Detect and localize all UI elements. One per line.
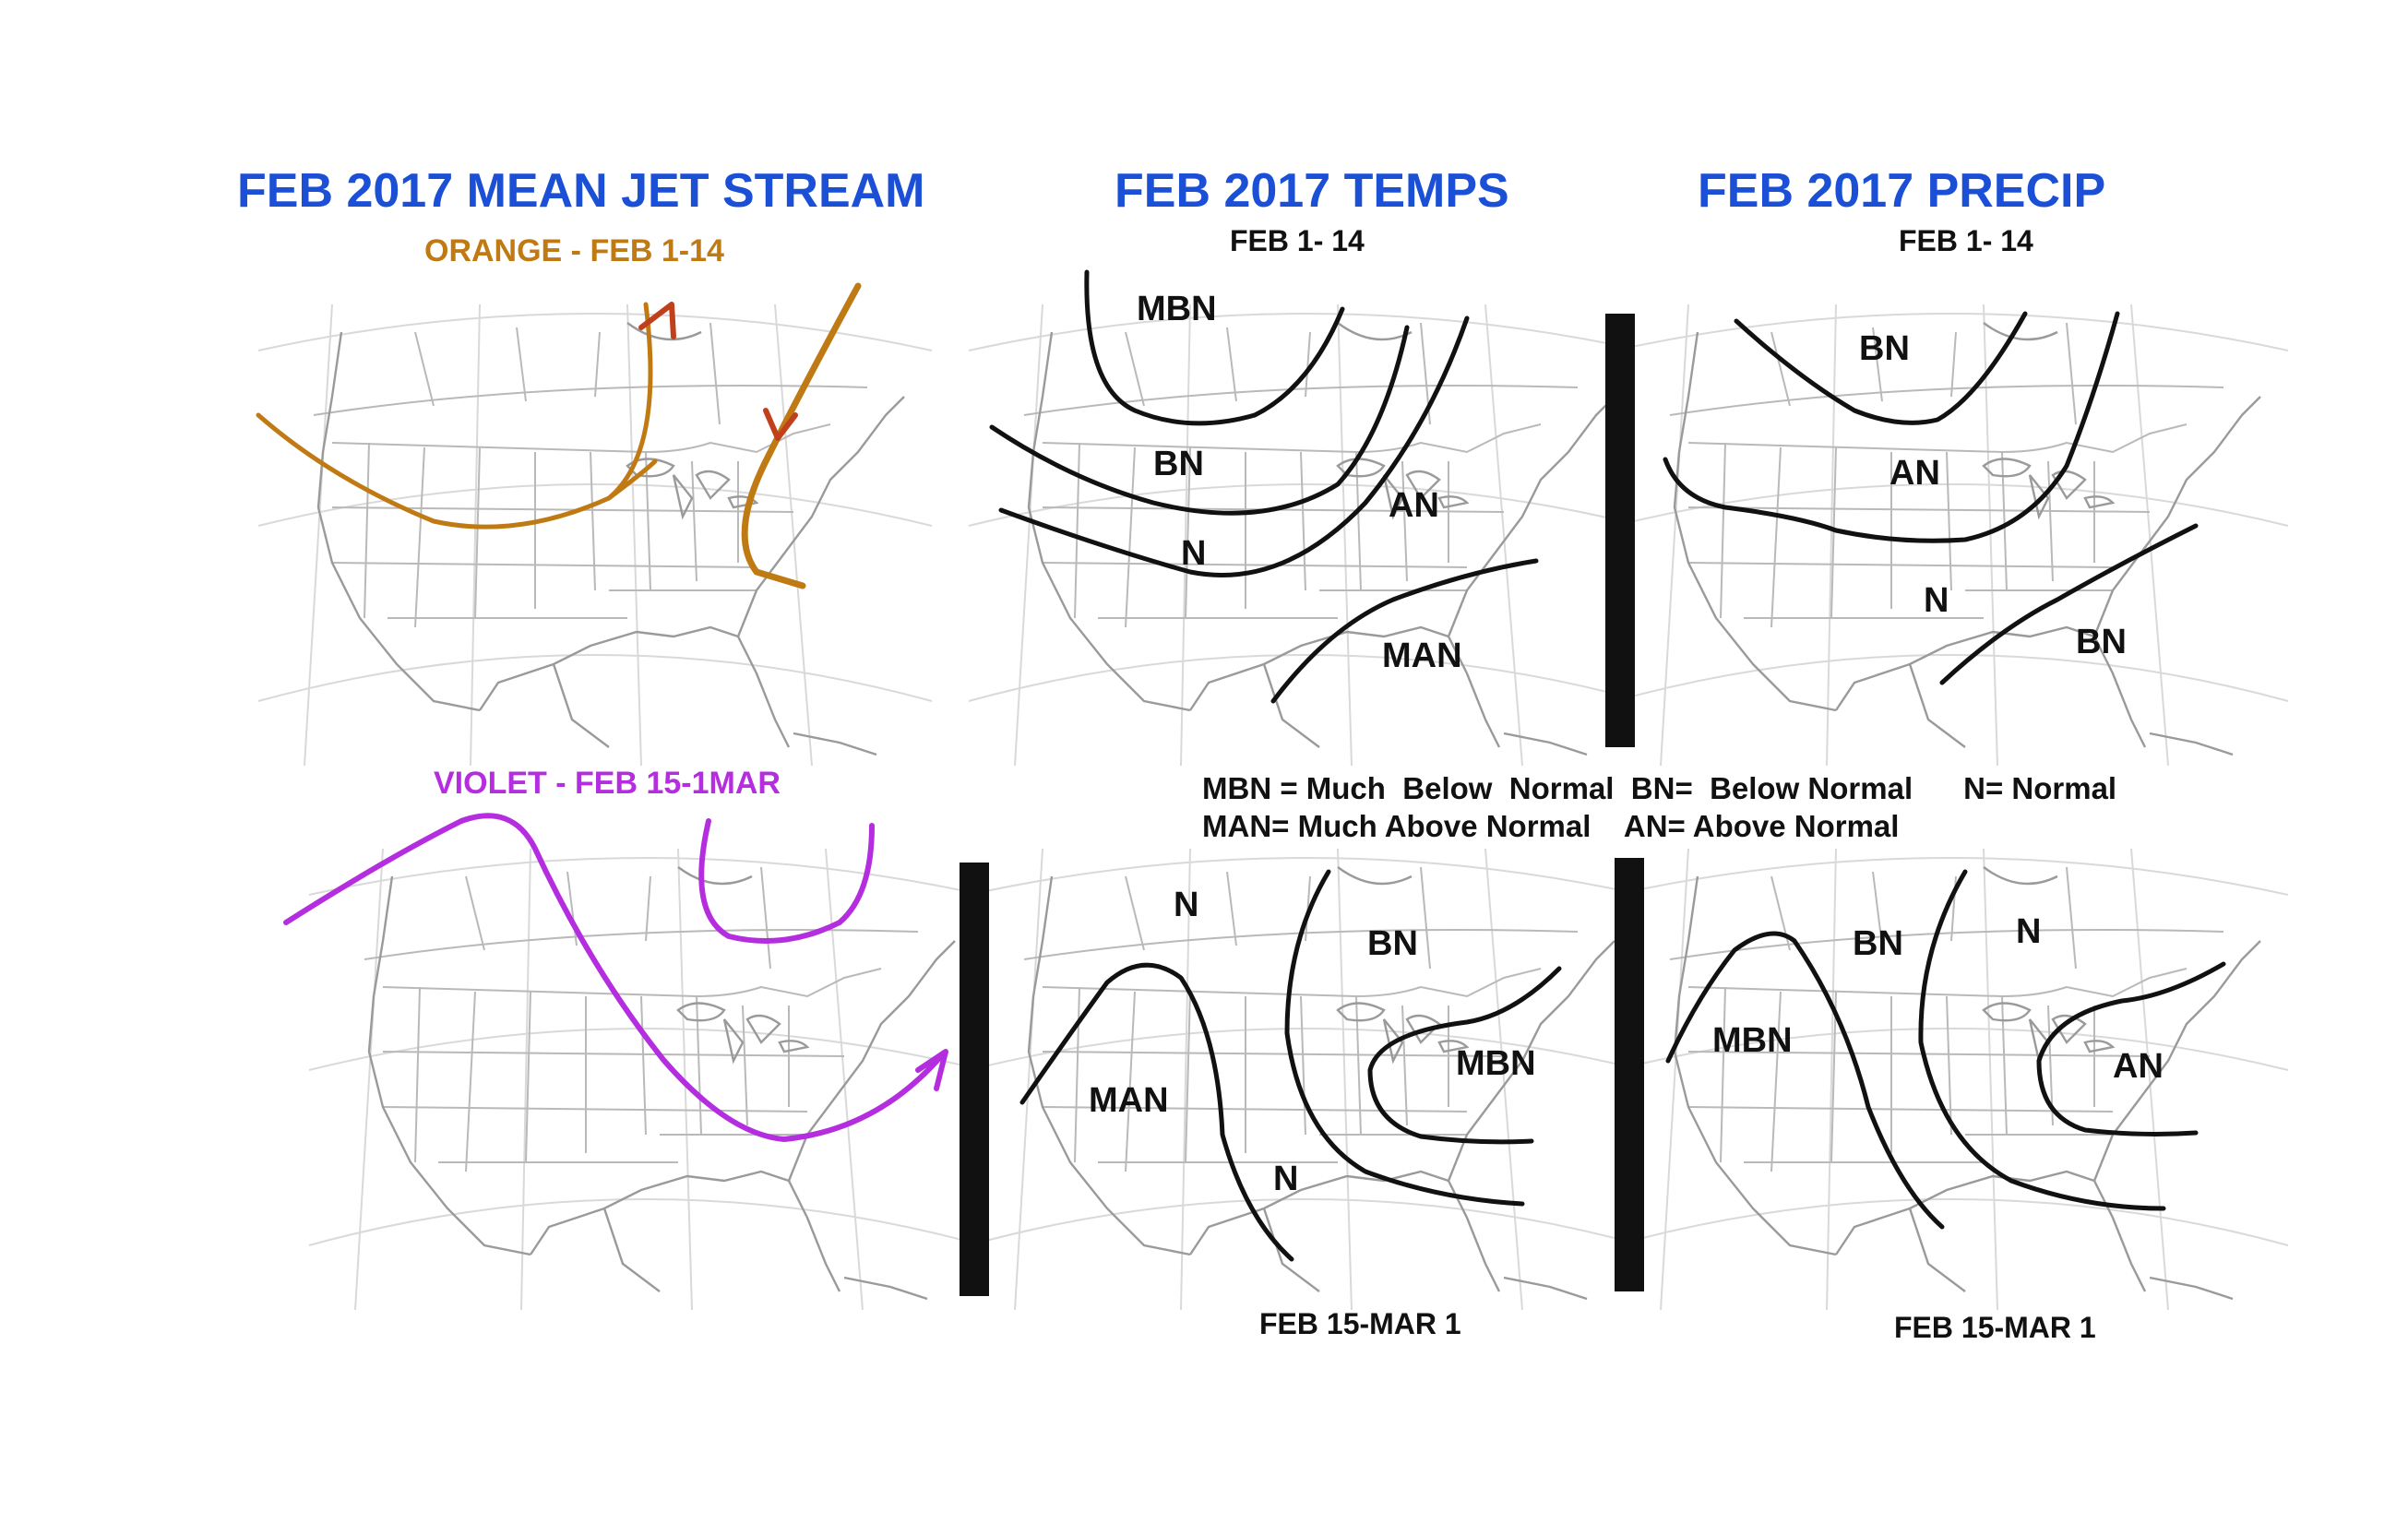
temps-late-zone-man: MAN [1089,1081,1169,1120]
temps-early-zone-n: N [1181,534,1206,573]
legend-line-2: MAN= Much Above Normal AN= Above Normal [1202,809,1899,843]
precip-late-zone-mbn: MBN [1712,1021,1793,1060]
violet-arrow [915,1049,948,1091]
precip-late-zone-an: AN [2113,1047,2164,1086]
temps-early-zone-mbn: MBN [1137,290,1217,328]
precip-early-line-3 [1939,523,2199,685]
legend-line-1: MBN = Much Below Normal BN= Below Normal… [1202,771,2116,805]
temps-early-line-2 [989,325,1410,516]
precip-early-line-1 [1734,311,2028,425]
orange-jet-ridge [606,302,653,501]
precip-title: FEB 2017 PRECIP [1698,164,2105,218]
precip-map-late [1613,847,2290,1312]
temps-early-line-1 [1084,269,1345,426]
temps-early-line-4 [1270,558,1539,704]
temps-late-period: FEB 15-MAR 1 [1259,1307,1461,1340]
precip-early-zone-bn-2: BN [2076,623,2127,661]
divider-early [1605,314,1635,747]
precip-late-line-2 [1918,869,2166,1211]
jet-map-early [256,303,934,768]
precip-early-zone-bn-1: BN [1859,329,1910,368]
violet-jet-loop [698,818,875,944]
precip-late-line-3 [2036,961,2226,1136]
orange-jet-west [256,412,658,530]
temps-late-zone-n-1: N [1174,886,1198,924]
temps-early-period: FEB 1- 14 [1230,224,1365,257]
precip-early-zone-n: N [1924,581,1949,620]
precip-late-zone-n: N [2016,912,2041,951]
temps-late-zone-mbn: MBN [1456,1044,1536,1083]
divider-late-right [1615,858,1644,1291]
temps-late-zone-n-2: N [1273,1160,1298,1198]
temps-early-zone-bn: BN [1153,445,1204,483]
temps-late-line-3 [1367,966,1562,1145]
orange-arrow-north [638,302,676,339]
precip-late-zone-bn: BN [1853,924,1903,963]
temps-title: FEB 2017 TEMPS [1115,164,1509,218]
violet-jet-main [283,813,944,1143]
violet-label: VIOLET - FEB 15-1MAR [434,766,781,801]
orange-arrow-south [763,408,798,441]
temps-late-line-1 [1019,962,1294,1262]
divider-late-left [960,863,989,1296]
temps-early-zone-man: MAN [1382,637,1462,675]
precip-early-period: FEB 1- 14 [1899,224,2033,257]
jet-title: FEB 2017 MEAN JET STREAM [237,164,925,218]
temps-late-zone-bn: BN [1367,924,1418,963]
orange-jet-trough [741,282,862,589]
precip-early-line-2 [1663,311,2120,543]
precip-late-line-1 [1665,931,1945,1230]
temps-early-zone-an: AN [1389,486,1439,525]
precip-early-zone-an: AN [1889,454,1940,493]
precip-map-early [1613,303,2290,768]
precip-late-period: FEB 15-MAR 1 [1894,1311,2096,1344]
orange-label: ORANGE - FEB 1-14 [424,233,724,268]
temps-late-line-2 [1284,869,1525,1207]
jet-map-late [307,847,984,1312]
temps-early-line-3 [998,315,1470,577]
